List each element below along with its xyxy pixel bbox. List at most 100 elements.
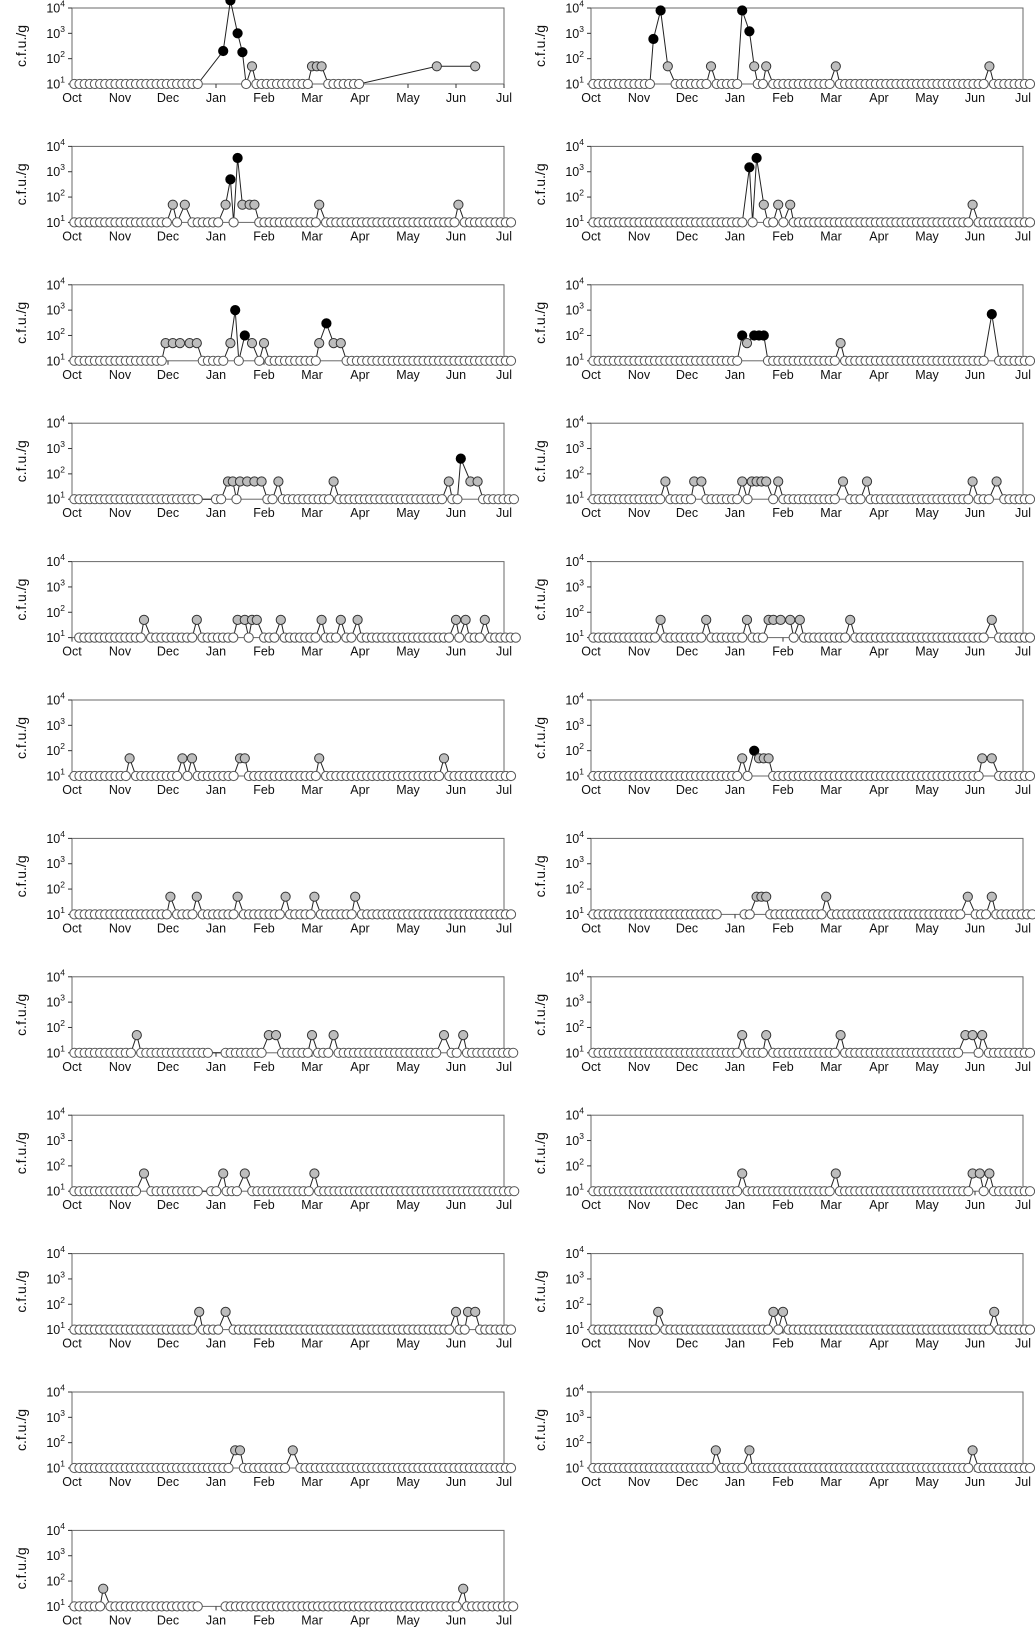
data-point-positive [350, 891, 361, 902]
x-tick-label: Jun [965, 1198, 985, 1212]
panel-17: c.f.u./g 101 102 103 104 Oct Nov Dec Jan Feb Mar Ap… [13, 1106, 520, 1212]
data-point-baseline [120, 770, 131, 782]
x-tick-label: Jul [496, 1198, 512, 1212]
data-point-baseline [773, 1324, 784, 1335]
series-line [74, 310, 511, 363]
x-tick-label: Dec [676, 1198, 698, 1212]
panel-frame [71, 1114, 505, 1192]
data-point-high [232, 28, 243, 39]
data-point-baseline [156, 355, 167, 366]
data-point-baseline [757, 1047, 769, 1058]
data-point-baseline [980, 909, 992, 920]
x-tick-label: Dec [157, 368, 179, 382]
data-point-positive [986, 614, 997, 626]
x-tick-label: May [396, 1475, 420, 1489]
y-tick-label: 104 [565, 414, 584, 431]
data-point-baseline [323, 494, 335, 505]
data-point-baseline [161, 909, 172, 920]
data-point-baseline [436, 494, 448, 505]
data-point-baseline [431, 1047, 442, 1058]
data-point-baseline [983, 1324, 995, 1335]
y-tick-label: 101 [46, 1597, 65, 1614]
data-point-positive [309, 891, 320, 902]
x-tick-label: Feb [253, 1060, 275, 1074]
y-tick-label: 102 [565, 603, 584, 620]
x-tick-label: Oct [62, 1337, 82, 1351]
x-tick-label: Apr [869, 91, 888, 105]
data-point-baseline [508, 494, 520, 505]
x-tick-label: Dec [157, 1337, 179, 1351]
data-point-baseline [824, 78, 835, 90]
data-point-positive [967, 476, 978, 487]
x-tick-label: Dec [676, 368, 698, 382]
y-tick-label: 101 [565, 1043, 584, 1060]
x-tick-label: Mar [301, 1613, 323, 1627]
data-point-positive [256, 476, 267, 487]
x-tick-label: Dec [157, 783, 179, 797]
data-point-positive [309, 1168, 320, 1179]
y-tick-label: 102 [565, 188, 584, 205]
x-tick-label: Dec [157, 506, 179, 520]
data-point-positive [974, 1168, 985, 1179]
data-point-baseline [1024, 1047, 1035, 1058]
x-tick-label: Feb [772, 1060, 794, 1074]
panel-19: c.f.u./g 101 102 103 104 Oct Nov Dec Jan Feb Mar Ap… [13, 1244, 517, 1351]
data-point-positive [785, 199, 796, 210]
data-point-positive [479, 614, 490, 626]
data-point-high [751, 152, 762, 164]
x-tick-label: Nov [628, 368, 651, 382]
x-tick-label: Jun [965, 1060, 985, 1074]
data-point-baseline [310, 217, 321, 228]
y-tick-label: 101 [46, 1043, 65, 1060]
x-tick-label: Mar [820, 783, 842, 797]
x-tick-label: Apr [869, 368, 888, 382]
data-point-positive [977, 1030, 988, 1041]
panel-10: c.f.u./g 101 102 103 104 Oct Nov Dec Jan Feb Mar Ap… [532, 552, 1035, 659]
data-point-baseline [829, 1047, 840, 1058]
y-axis-label: c.f.u./g [13, 1132, 29, 1174]
data-point-baseline [192, 1186, 203, 1197]
data-point-positive [763, 753, 774, 764]
data-point-baseline [161, 217, 172, 228]
data-point-positive [773, 199, 784, 210]
y-tick-label: 104 [565, 1244, 584, 1261]
x-tick-label: Jan [206, 368, 226, 382]
data-point-positive [258, 338, 270, 349]
data-point-baseline [451, 1601, 462, 1612]
x-tick-label: Apr [869, 1337, 888, 1351]
y-axis-label: c.f.u./g [532, 1271, 548, 1313]
data-point-positive [174, 338, 186, 349]
x-tick-label: Nov [109, 506, 132, 520]
data-point-baseline [685, 494, 697, 505]
panel-frame [71, 7, 505, 85]
x-tick-label: Nov [109, 921, 132, 935]
panel-frame [71, 422, 505, 500]
y-axis-label: c.f.u./g [13, 855, 29, 897]
y-tick-label: 101 [565, 628, 584, 645]
y-tick-label: 103 [565, 854, 584, 871]
y-tick-label: 103 [46, 1408, 65, 1425]
y-tick-label: 103 [46, 1269, 65, 1286]
panel-20: c.f.u./g 101 102 103 104 Oct Nov Dec Jan Feb Mar Ap… [532, 1244, 1035, 1351]
data-point-positive [758, 199, 769, 210]
x-tick-label: Jul [1015, 783, 1031, 797]
y-tick-label: 101 [565, 75, 584, 92]
y-tick-label: 104 [565, 275, 584, 292]
data-point-baseline [732, 355, 743, 366]
data-point-positive [785, 614, 796, 626]
y-tick-label: 103 [565, 439, 584, 456]
data-point-baseline [274, 909, 285, 920]
data-point-positive [191, 338, 202, 349]
data-point-baseline [742, 770, 753, 782]
x-tick-label: Jul [1015, 1060, 1031, 1074]
x-tick-label: Mar [301, 921, 323, 935]
data-point-high [218, 45, 229, 57]
data-point-positive [741, 338, 753, 349]
y-tick-label: 104 [46, 829, 65, 846]
data-point-positive [306, 1030, 318, 1041]
data-point-baseline [762, 1324, 774, 1335]
x-tick-label: Jun [446, 921, 466, 935]
y-axis-label: c.f.u./g [13, 440, 29, 482]
data-point-baseline [216, 494, 227, 505]
x-tick-label: Apr [350, 1613, 369, 1627]
